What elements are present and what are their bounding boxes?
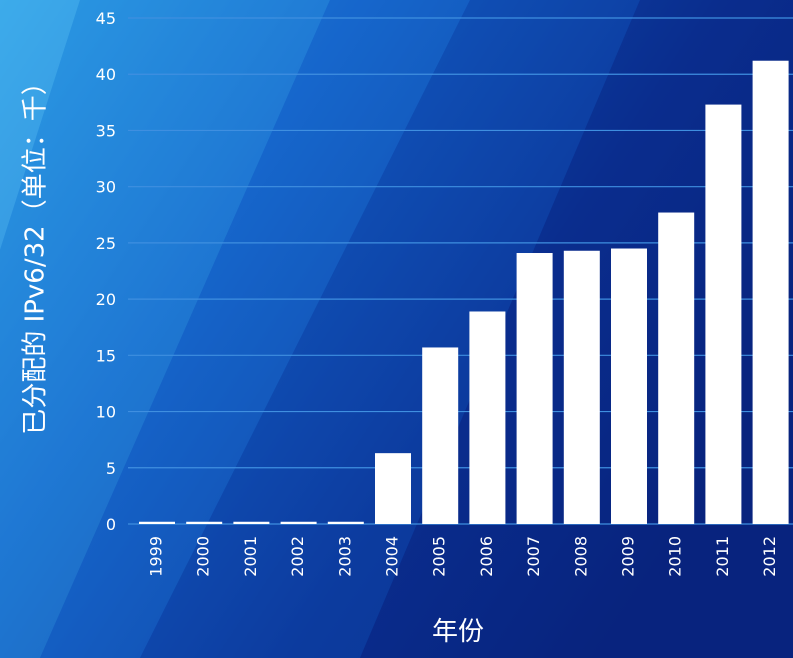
bar-2008 xyxy=(563,250,600,524)
bar-2004 xyxy=(375,453,411,524)
y-tick-label: 35 xyxy=(96,121,116,140)
x-tick-label: 1999 xyxy=(147,536,166,577)
x-tick-label: 2000 xyxy=(194,536,213,577)
y-tick-label: 45 xyxy=(96,9,116,28)
bar-2010 xyxy=(658,212,695,525)
x-tick-label: 2001 xyxy=(241,536,260,577)
y-tick-label: 15 xyxy=(96,346,116,365)
x-tick-label: 2007 xyxy=(524,536,543,577)
y-tick-label: 40 xyxy=(96,65,116,84)
bar-2011 xyxy=(705,104,742,525)
x-tick-label: 2010 xyxy=(666,536,685,577)
y-axis-title: 已分配的 IPv6/32（单位：千） xyxy=(21,69,51,434)
bar-2005 xyxy=(422,347,459,524)
x-tick-label: 2009 xyxy=(619,536,638,577)
y-tick-label: 30 xyxy=(96,178,116,197)
x-axis-ticks: 1999 2000 2001 2002 2003 2004 2005 2006 2007 2008… xyxy=(147,536,780,577)
y-tick-label: 25 xyxy=(96,234,116,253)
bars xyxy=(139,60,789,525)
y-tick-label: 5 xyxy=(106,459,116,478)
x-tick-label: 2003 xyxy=(335,536,354,577)
x-tick-label: 2002 xyxy=(288,536,307,577)
x-tick-label: 2012 xyxy=(760,536,779,577)
bar-2012 xyxy=(752,60,789,525)
y-tick-label: 20 xyxy=(96,290,116,309)
x-tick-label: 2004 xyxy=(383,536,402,577)
x-tick-label: 2008 xyxy=(571,536,590,577)
bar-2000 xyxy=(186,521,223,524)
y-axis-ticks: 0 5 10 15 20 25 30 35 40 45 xyxy=(96,9,116,534)
bar-2002 xyxy=(280,521,317,524)
bar-2009 xyxy=(611,248,647,524)
y-tick-label: 0 xyxy=(106,515,116,534)
x-axis-title: 年份 xyxy=(432,617,484,647)
x-tick-label: 2005 xyxy=(430,536,449,577)
x-tick-label: 2011 xyxy=(713,536,732,577)
bar-2007 xyxy=(516,253,553,524)
bar-1999 xyxy=(139,521,175,524)
bar-2001 xyxy=(233,521,270,524)
bar-2003 xyxy=(327,521,364,524)
y-tick-label: 10 xyxy=(96,403,116,422)
bar-2006 xyxy=(469,311,506,524)
x-tick-label: 2006 xyxy=(477,536,496,577)
